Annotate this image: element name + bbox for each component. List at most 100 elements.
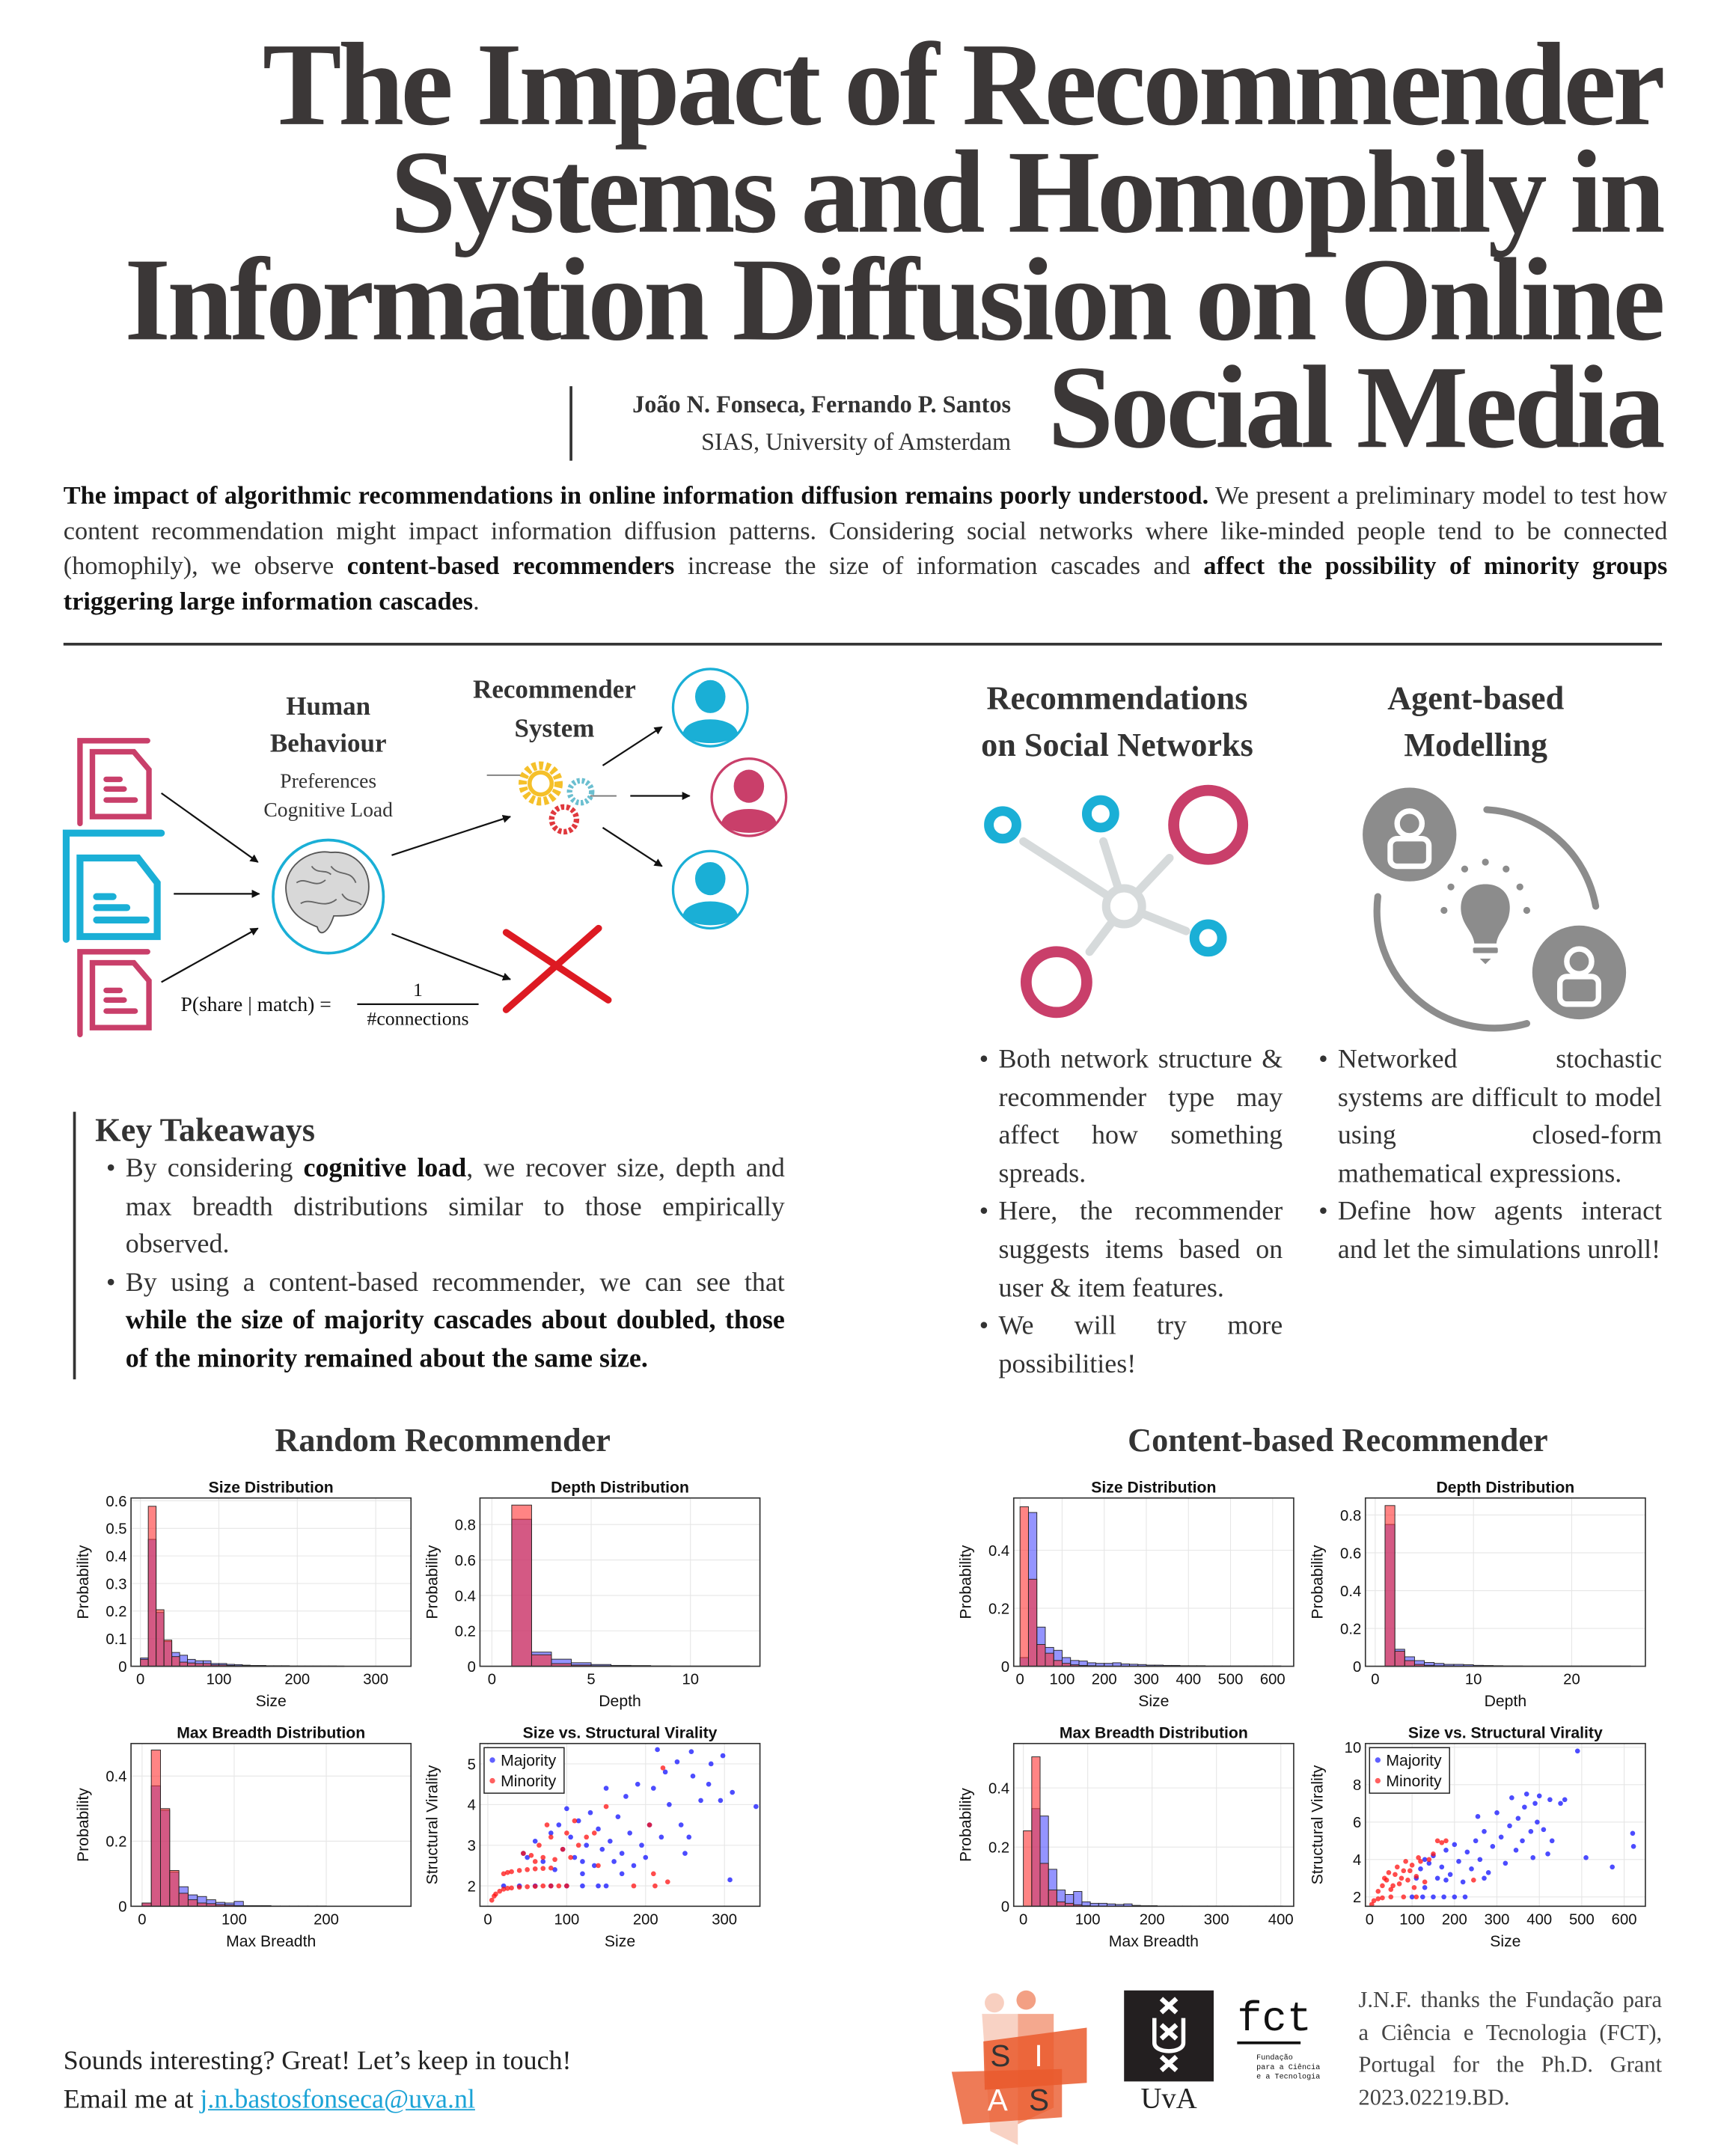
scatter-point-majority <box>1532 1801 1538 1806</box>
scatter-point-majority <box>564 1806 569 1811</box>
key-takeaways-heading: Key Takeaways <box>95 1112 785 1151</box>
heading-line: Recommendations <box>938 676 1296 723</box>
x-tick-label: 200 <box>1092 1672 1117 1688</box>
preferences-label: Preferences <box>280 769 376 792</box>
scatter-point-majority <box>596 1884 601 1889</box>
scatter-point-majority <box>1541 1827 1547 1832</box>
scatter-point-majority <box>604 1786 609 1791</box>
y-tick-label: 0.2 <box>1340 1621 1361 1637</box>
heading-line: Agent-based <box>1324 676 1627 723</box>
sias-logo: S I A S <box>949 1986 1094 2149</box>
y-axis-label: Probability <box>958 1545 975 1619</box>
scatter-point-minority <box>1380 1883 1385 1888</box>
histogram-bar-minority <box>188 1900 197 1907</box>
sias-letters: S <box>1029 2083 1049 2117</box>
x-tick-label: 10 <box>1465 1672 1482 1688</box>
y-tick-label: 0 <box>1001 1659 1009 1676</box>
y-tick-label: 0 <box>1001 1899 1009 1916</box>
y-tick-label: 0.4 <box>1340 1584 1361 1600</box>
x-tick-label: 300 <box>1204 1911 1229 1928</box>
y-tick-label: 8 <box>1353 1777 1361 1794</box>
histogram-bar-minority <box>170 1870 179 1906</box>
agent-based-bullets: Networked stochastic systems are difficu… <box>1318 1042 1662 1270</box>
email-link[interactable]: j.n.bastosfonseca@uva.nl <box>200 2086 474 2115</box>
fct-subtitle-line: e a Tecnologia <box>1256 2071 1333 2081</box>
histogram-bar-minority <box>1020 1506 1028 1666</box>
histogram-bar-minority <box>1057 1902 1065 1906</box>
agent-interaction-icon <box>1351 772 1641 1041</box>
scatter-point-minority <box>1410 1863 1415 1868</box>
fct-subtitle: Fundação para a Ciência e a Tecnologia <box>1256 2053 1333 2082</box>
y-tick-label: 4 <box>468 1798 476 1814</box>
plot-area <box>1366 1498 1645 1667</box>
scatter-point-minority <box>1416 1855 1421 1860</box>
scatter-point-majority <box>1443 1848 1449 1853</box>
scatter-point-majority <box>727 1878 733 1883</box>
network-icon <box>965 772 1269 1034</box>
x-axis-label: Max Breadth <box>1109 1933 1199 1950</box>
scatter-point-majority <box>1583 1855 1589 1860</box>
scatter-point-majority <box>533 1839 538 1844</box>
recommendations-bullets: Both network structure & recommender typ… <box>979 1042 1283 1384</box>
scatter-point-majority <box>1448 1872 1453 1877</box>
scatter-point-minority <box>1387 1870 1392 1875</box>
scatter-point-majority <box>655 1747 660 1753</box>
scatter-point-majority <box>686 1835 691 1840</box>
scatter-point-minority <box>665 1879 670 1884</box>
plot-area <box>131 1498 411 1667</box>
x-tick-label: 200 <box>284 1672 310 1688</box>
y-tick-label: 0.2 <box>455 1624 476 1640</box>
histogram-bar-minority <box>531 1655 551 1666</box>
scatter-point-majority <box>1476 1814 1481 1819</box>
scatter-point-majority <box>675 1759 680 1765</box>
x-tick-label: 400 <box>1526 1911 1552 1928</box>
takeaway-item: By considering cognitive load, we recove… <box>106 1150 785 1265</box>
x-tick-label: 0 <box>136 1672 144 1688</box>
abstract: The impact of algorithmic recommendation… <box>64 479 1668 620</box>
user-avatar-blue <box>673 669 748 746</box>
histogram-bar-majority <box>1074 1892 1082 1907</box>
x-axis-label: Size <box>256 1693 287 1710</box>
x-axis-label: Depth <box>1485 1693 1527 1710</box>
scatter-point-minority <box>647 1822 652 1827</box>
scatter-point-majority <box>1422 1885 1428 1890</box>
scatter-point-majority <box>1420 1894 1425 1899</box>
scatter-point-majority <box>659 1835 664 1840</box>
scatter-point-majority <box>1463 1894 1468 1899</box>
scatter-point-minority <box>1382 1875 1387 1881</box>
scatter-point-minority <box>632 1884 637 1889</box>
scatter-point-minority <box>529 1853 534 1858</box>
abstract-text: increase the size of information cascade… <box>674 552 1203 581</box>
fct-logo: fct Fundação para a Ciência e a Tecnolog… <box>1237 2000 1333 2082</box>
scatter-point-minority <box>533 1866 538 1872</box>
scatter-point-majority <box>1537 1793 1542 1798</box>
takeaway-text: By using a content-based recommender, we… <box>126 1268 785 1298</box>
scatter-point-majority <box>754 1804 759 1810</box>
y-tick-label: 2 <box>468 1878 476 1895</box>
contact-block: Sounds interesting? Great! Let’s keep in… <box>64 2043 572 2120</box>
scatter-point-majority <box>1547 1797 1553 1802</box>
scatter-point-majority <box>1422 1857 1428 1862</box>
scatter-point-minority <box>1372 1898 1377 1903</box>
scatter-point-majority <box>1514 1848 1519 1853</box>
scatter-point-minority <box>1393 1872 1398 1877</box>
histogram-bar-minority <box>512 1505 532 1666</box>
x-tick-label: 300 <box>712 1911 737 1928</box>
scatter-point-majority <box>611 1859 617 1864</box>
scatter-point-majority <box>1499 1834 1504 1839</box>
x-tick-label: 200 <box>314 1911 339 1928</box>
histogram-bar-minority <box>1385 1506 1395 1667</box>
scatter-point-minority <box>1407 1868 1413 1873</box>
cross-icon <box>506 928 608 1010</box>
bullet-item: Define how agents interact and let the s… <box>1318 1194 1662 1270</box>
x-tick-label: 200 <box>1442 1911 1467 1928</box>
scatter-point-majority <box>1469 1866 1474 1872</box>
scatter-point-majority <box>643 1855 648 1860</box>
divider <box>64 643 1662 646</box>
y-tick-label: 0 <box>468 1659 476 1676</box>
scatter-point-majority <box>1507 1823 1512 1828</box>
